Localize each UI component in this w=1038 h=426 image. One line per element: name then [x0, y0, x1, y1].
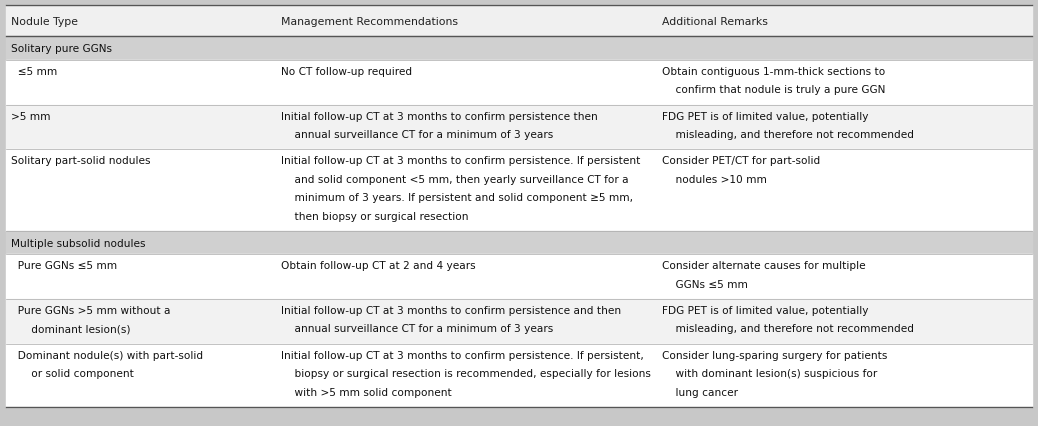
Text: Dominant nodule(s) with part-solid: Dominant nodule(s) with part-solid — [11, 350, 203, 360]
Text: Nodule Type: Nodule Type — [11, 17, 79, 27]
Text: Initial follow-up CT at 3 months to confirm persistence and then: Initial follow-up CT at 3 months to conf… — [281, 305, 622, 315]
Text: annual surveillance CT for a minimum of 3 years: annual surveillance CT for a minimum of … — [281, 130, 553, 140]
Bar — [6, 344, 1032, 407]
Text: No CT follow-up required: No CT follow-up required — [281, 67, 412, 77]
Text: Initial follow-up CT at 3 months to confirm persistence. If persistent,: Initial follow-up CT at 3 months to conf… — [281, 350, 644, 360]
Bar — [6, 299, 1032, 344]
Text: >5 mm: >5 mm — [11, 111, 51, 121]
Text: biopsy or surgical resection is recommended, especially for lesions: biopsy or surgical resection is recommen… — [281, 368, 651, 378]
Text: GGNs ≤5 mm: GGNs ≤5 mm — [662, 279, 748, 289]
Text: then biopsy or surgical resection: then biopsy or surgical resection — [281, 211, 469, 221]
Bar — [6, 105, 1032, 150]
Text: misleading, and therefore not recommended: misleading, and therefore not recommende… — [662, 324, 914, 334]
Text: Initial follow-up CT at 3 months to confirm persistence then: Initial follow-up CT at 3 months to conf… — [281, 111, 598, 121]
Text: Obtain contiguous 1-mm-thick sections to: Obtain contiguous 1-mm-thick sections to — [662, 67, 885, 77]
Text: Pure GGNs >5 mm without a: Pure GGNs >5 mm without a — [11, 305, 171, 315]
Bar — [6, 231, 1032, 255]
Text: Consider lung-sparing surgery for patients: Consider lung-sparing surgery for patien… — [662, 350, 887, 360]
Text: lung cancer: lung cancer — [662, 387, 738, 397]
Text: misleading, and therefore not recommended: misleading, and therefore not recommende… — [662, 130, 914, 140]
Text: Pure GGNs ≤5 mm: Pure GGNs ≤5 mm — [11, 261, 117, 271]
Text: with dominant lesion(s) suspicious for: with dominant lesion(s) suspicious for — [662, 368, 877, 378]
Text: or solid component: or solid component — [11, 368, 134, 378]
Text: Obtain follow-up CT at 2 and 4 years: Obtain follow-up CT at 2 and 4 years — [281, 261, 475, 271]
Text: with >5 mm solid component: with >5 mm solid component — [281, 387, 452, 397]
Text: dominant lesion(s): dominant lesion(s) — [11, 324, 131, 334]
Text: confirm that nodule is truly a pure GGN: confirm that nodule is truly a pure GGN — [662, 85, 885, 95]
Text: Consider alternate causes for multiple: Consider alternate causes for multiple — [662, 261, 866, 271]
Text: ≤5 mm: ≤5 mm — [11, 67, 58, 77]
Text: FDG PET is of limited value, potentially: FDG PET is of limited value, potentially — [662, 305, 869, 315]
Bar — [6, 37, 1032, 61]
Text: Initial follow-up CT at 3 months to confirm persistence. If persistent: Initial follow-up CT at 3 months to conf… — [281, 156, 640, 166]
Text: and solid component <5 mm, then yearly surveillance CT for a: and solid component <5 mm, then yearly s… — [281, 174, 629, 184]
Text: minimum of 3 years. If persistent and solid component ≥5 mm,: minimum of 3 years. If persistent and so… — [281, 193, 633, 203]
Bar — [6, 6, 1032, 37]
Text: Consider PET/CT for part-solid: Consider PET/CT for part-solid — [662, 156, 820, 166]
Text: Multiple subsolid nodules: Multiple subsolid nodules — [11, 238, 146, 248]
Bar — [6, 150, 1032, 231]
Text: Solitary pure GGNs: Solitary pure GGNs — [11, 44, 112, 54]
Text: Management Recommendations: Management Recommendations — [281, 17, 459, 27]
Text: FDG PET is of limited value, potentially: FDG PET is of limited value, potentially — [662, 111, 869, 121]
Bar — [6, 255, 1032, 299]
Text: nodules >10 mm: nodules >10 mm — [662, 174, 767, 184]
Text: Solitary part-solid nodules: Solitary part-solid nodules — [11, 156, 151, 166]
Text: Additional Remarks: Additional Remarks — [662, 17, 768, 27]
Text: annual surveillance CT for a minimum of 3 years: annual surveillance CT for a minimum of … — [281, 324, 553, 334]
Bar — [6, 61, 1032, 105]
